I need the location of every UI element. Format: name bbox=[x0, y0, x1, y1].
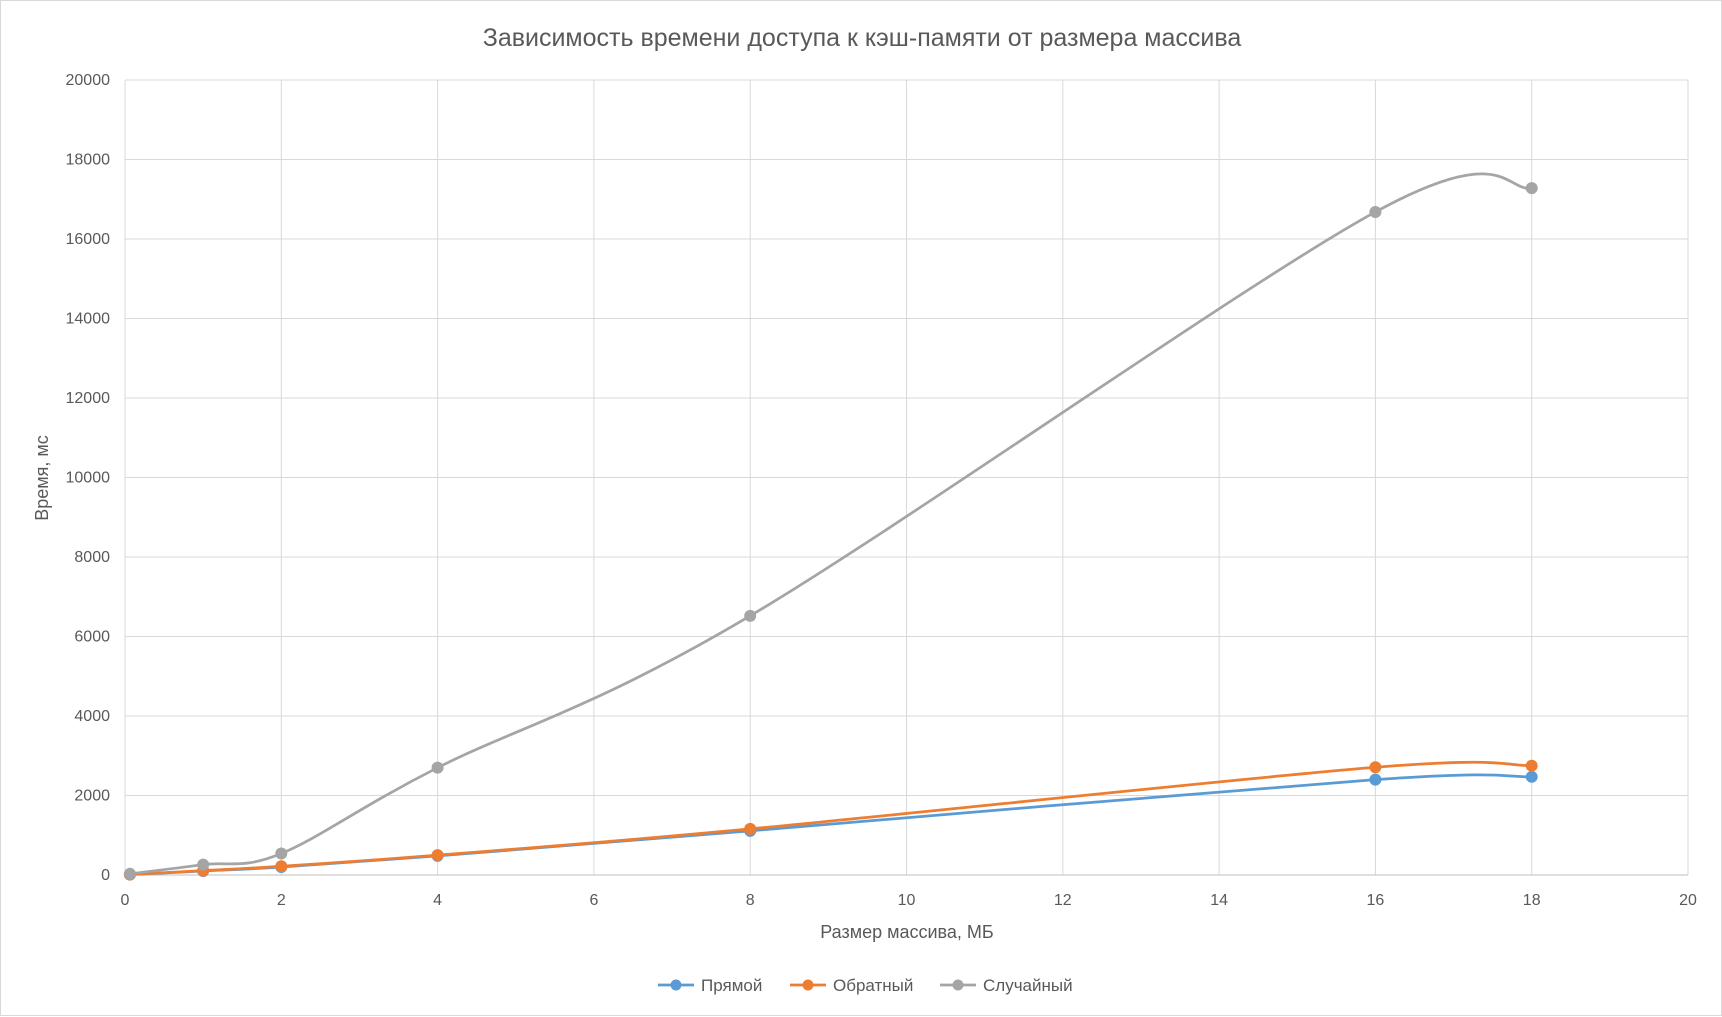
data-point bbox=[1525, 182, 1538, 195]
x-tick-label: 0 bbox=[121, 892, 130, 909]
y-tick-label: 10000 bbox=[66, 470, 111, 487]
data-point bbox=[431, 761, 444, 774]
data-point bbox=[1525, 770, 1538, 783]
legend-item: Случайный bbox=[940, 976, 1073, 995]
x-tick-label: 8 bbox=[746, 892, 755, 909]
data-point bbox=[1369, 773, 1382, 786]
series-3 bbox=[123, 172, 1538, 880]
series-lines bbox=[123, 172, 1538, 881]
data-point bbox=[744, 822, 757, 835]
data-point bbox=[1525, 759, 1538, 772]
legend-marker bbox=[952, 979, 964, 991]
y-tick-label: 8000 bbox=[74, 549, 110, 566]
x-tick-label: 18 bbox=[1523, 892, 1541, 909]
data-point bbox=[123, 867, 136, 880]
legend-marker bbox=[670, 979, 682, 991]
y-tick-label: 4000 bbox=[74, 708, 110, 725]
x-tick-label: 14 bbox=[1210, 892, 1228, 909]
legend-label: Обратный bbox=[833, 976, 913, 995]
x-tick-label: 6 bbox=[589, 892, 598, 909]
axes: 0200040006000800010000120001400016000180… bbox=[66, 72, 1698, 909]
gridlines bbox=[125, 79, 1689, 875]
x-axis-title: Размер массива, МБ bbox=[820, 922, 994, 942]
legend-marker bbox=[802, 979, 814, 991]
x-tick-label: 4 bbox=[433, 892, 442, 909]
data-point bbox=[197, 858, 210, 871]
x-tick-label: 12 bbox=[1054, 892, 1072, 909]
y-tick-label: 12000 bbox=[66, 390, 111, 407]
x-tick-label: 2 bbox=[277, 892, 286, 909]
y-tick-label: 0 bbox=[101, 867, 110, 884]
y-tick-label: 16000 bbox=[66, 231, 111, 248]
data-point bbox=[1369, 761, 1382, 774]
y-tick-label: 20000 bbox=[66, 72, 111, 89]
legend-item: Обратный bbox=[790, 976, 913, 995]
legend: Прямой Обратный Случайный bbox=[658, 976, 1073, 995]
legend-label: Прямой bbox=[701, 976, 762, 995]
data-point bbox=[275, 847, 288, 860]
chart-title: Зависимость времени доступа к кэш-памяти… bbox=[483, 24, 1242, 52]
y-axis-title: Время, мс bbox=[32, 435, 52, 521]
x-tick-label: 20 bbox=[1679, 892, 1697, 909]
series-2 bbox=[123, 759, 1538, 881]
series-line bbox=[128, 172, 1534, 876]
data-point bbox=[275, 860, 288, 873]
series-line bbox=[128, 760, 1534, 876]
x-tick-label: 10 bbox=[898, 892, 916, 909]
y-tick-label: 14000 bbox=[66, 311, 111, 328]
x-tick-label: 16 bbox=[1367, 892, 1385, 909]
y-tick-label: 18000 bbox=[66, 152, 111, 169]
data-point bbox=[1369, 205, 1382, 218]
y-tick-label: 2000 bbox=[74, 788, 110, 805]
data-point bbox=[744, 609, 757, 622]
y-tick-label: 6000 bbox=[74, 629, 110, 646]
legend-label: Случайный bbox=[983, 976, 1073, 995]
series-line bbox=[128, 773, 1534, 876]
data-point bbox=[431, 849, 444, 862]
legend-item: Прямой bbox=[658, 976, 762, 995]
